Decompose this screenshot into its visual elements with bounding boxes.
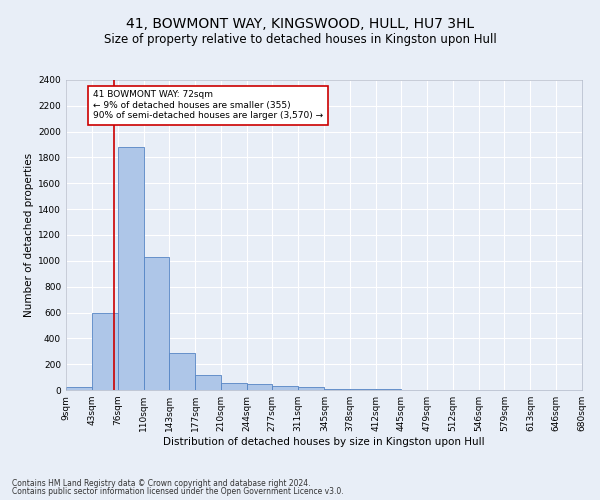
Bar <box>221 383 247 390</box>
Text: Contains public sector information licensed under the Open Government Licence v3: Contains public sector information licen… <box>12 487 344 496</box>
Bar <box>66 388 92 390</box>
Text: 41, BOWMONT WAY, KINGSWOOD, HULL, HU7 3HL: 41, BOWMONT WAY, KINGSWOOD, HULL, HU7 3H… <box>126 18 474 32</box>
Bar <box>247 384 272 390</box>
Bar <box>118 147 143 390</box>
Bar <box>325 388 350 390</box>
Text: Size of property relative to detached houses in Kingston upon Hull: Size of property relative to detached ho… <box>104 32 496 46</box>
Bar <box>143 257 169 390</box>
Bar <box>169 352 195 390</box>
Bar <box>195 374 221 390</box>
Text: 41 BOWMONT WAY: 72sqm
← 9% of detached houses are smaller (355)
90% of semi-deta: 41 BOWMONT WAY: 72sqm ← 9% of detached h… <box>93 90 323 120</box>
Bar <box>92 312 118 390</box>
Bar <box>272 386 298 390</box>
Y-axis label: Number of detached properties: Number of detached properties <box>24 153 34 317</box>
Text: Contains HM Land Registry data © Crown copyright and database right 2024.: Contains HM Land Registry data © Crown c… <box>12 478 311 488</box>
X-axis label: Distribution of detached houses by size in Kingston upon Hull: Distribution of detached houses by size … <box>163 437 485 447</box>
Bar <box>298 388 325 390</box>
